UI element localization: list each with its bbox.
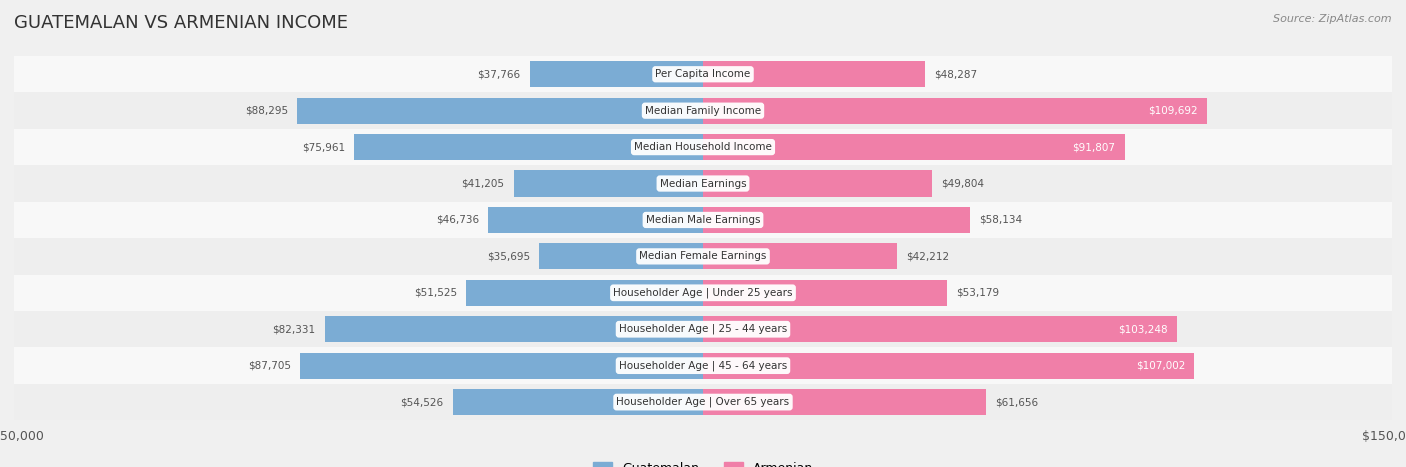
Bar: [14, 311, 1392, 347]
Bar: [703, 207, 970, 233]
Bar: [513, 170, 703, 197]
Text: $88,295: $88,295: [245, 106, 288, 116]
Bar: [325, 316, 703, 342]
Text: $103,248: $103,248: [1118, 324, 1168, 334]
Bar: [14, 202, 1392, 238]
Text: $42,212: $42,212: [905, 251, 949, 262]
Bar: [14, 165, 1392, 202]
Bar: [703, 316, 1177, 342]
Bar: [703, 389, 986, 415]
Text: Median Female Earnings: Median Female Earnings: [640, 251, 766, 262]
Text: $54,526: $54,526: [401, 397, 443, 407]
Bar: [467, 280, 703, 306]
Text: Per Capita Income: Per Capita Income: [655, 69, 751, 79]
Bar: [14, 129, 1392, 165]
Bar: [703, 134, 1125, 160]
Text: $58,134: $58,134: [979, 215, 1022, 225]
Bar: [488, 207, 703, 233]
Text: Median Family Income: Median Family Income: [645, 106, 761, 116]
Bar: [703, 98, 1206, 124]
Bar: [14, 347, 1392, 384]
Text: $61,656: $61,656: [995, 397, 1039, 407]
Text: Median Male Earnings: Median Male Earnings: [645, 215, 761, 225]
Bar: [530, 61, 703, 87]
Bar: [299, 353, 703, 379]
Bar: [703, 280, 948, 306]
Bar: [703, 61, 925, 87]
Bar: [14, 56, 1392, 92]
Text: Householder Age | Under 25 years: Householder Age | Under 25 years: [613, 288, 793, 298]
Text: $41,205: $41,205: [461, 178, 505, 189]
Text: $35,695: $35,695: [486, 251, 530, 262]
Text: Median Household Income: Median Household Income: [634, 142, 772, 152]
Text: $46,736: $46,736: [436, 215, 479, 225]
Text: $107,002: $107,002: [1136, 361, 1185, 371]
Bar: [703, 170, 932, 197]
Text: Householder Age | 25 - 44 years: Householder Age | 25 - 44 years: [619, 324, 787, 334]
Text: $49,804: $49,804: [941, 178, 984, 189]
Text: $53,179: $53,179: [956, 288, 1000, 298]
Text: $75,961: $75,961: [302, 142, 344, 152]
Bar: [14, 92, 1392, 129]
Bar: [538, 243, 703, 269]
Text: Median Earnings: Median Earnings: [659, 178, 747, 189]
Bar: [453, 389, 703, 415]
Bar: [298, 98, 703, 124]
Text: $48,287: $48,287: [934, 69, 977, 79]
Text: Source: ZipAtlas.com: Source: ZipAtlas.com: [1274, 14, 1392, 24]
Bar: [703, 243, 897, 269]
Text: $91,807: $91,807: [1073, 142, 1115, 152]
Bar: [703, 353, 1195, 379]
Text: $82,331: $82,331: [273, 324, 316, 334]
Bar: [14, 384, 1392, 420]
Text: $51,525: $51,525: [413, 288, 457, 298]
Text: Householder Age | 45 - 64 years: Householder Age | 45 - 64 years: [619, 361, 787, 371]
Text: GUATEMALAN VS ARMENIAN INCOME: GUATEMALAN VS ARMENIAN INCOME: [14, 14, 349, 32]
Text: $37,766: $37,766: [477, 69, 520, 79]
Bar: [354, 134, 703, 160]
Bar: [14, 238, 1392, 275]
Text: $87,705: $87,705: [247, 361, 291, 371]
Bar: [14, 275, 1392, 311]
Text: Householder Age | Over 65 years: Householder Age | Over 65 years: [616, 397, 790, 407]
Text: $109,692: $109,692: [1147, 106, 1198, 116]
Legend: Guatemalan, Armenian: Guatemalan, Armenian: [588, 457, 818, 467]
